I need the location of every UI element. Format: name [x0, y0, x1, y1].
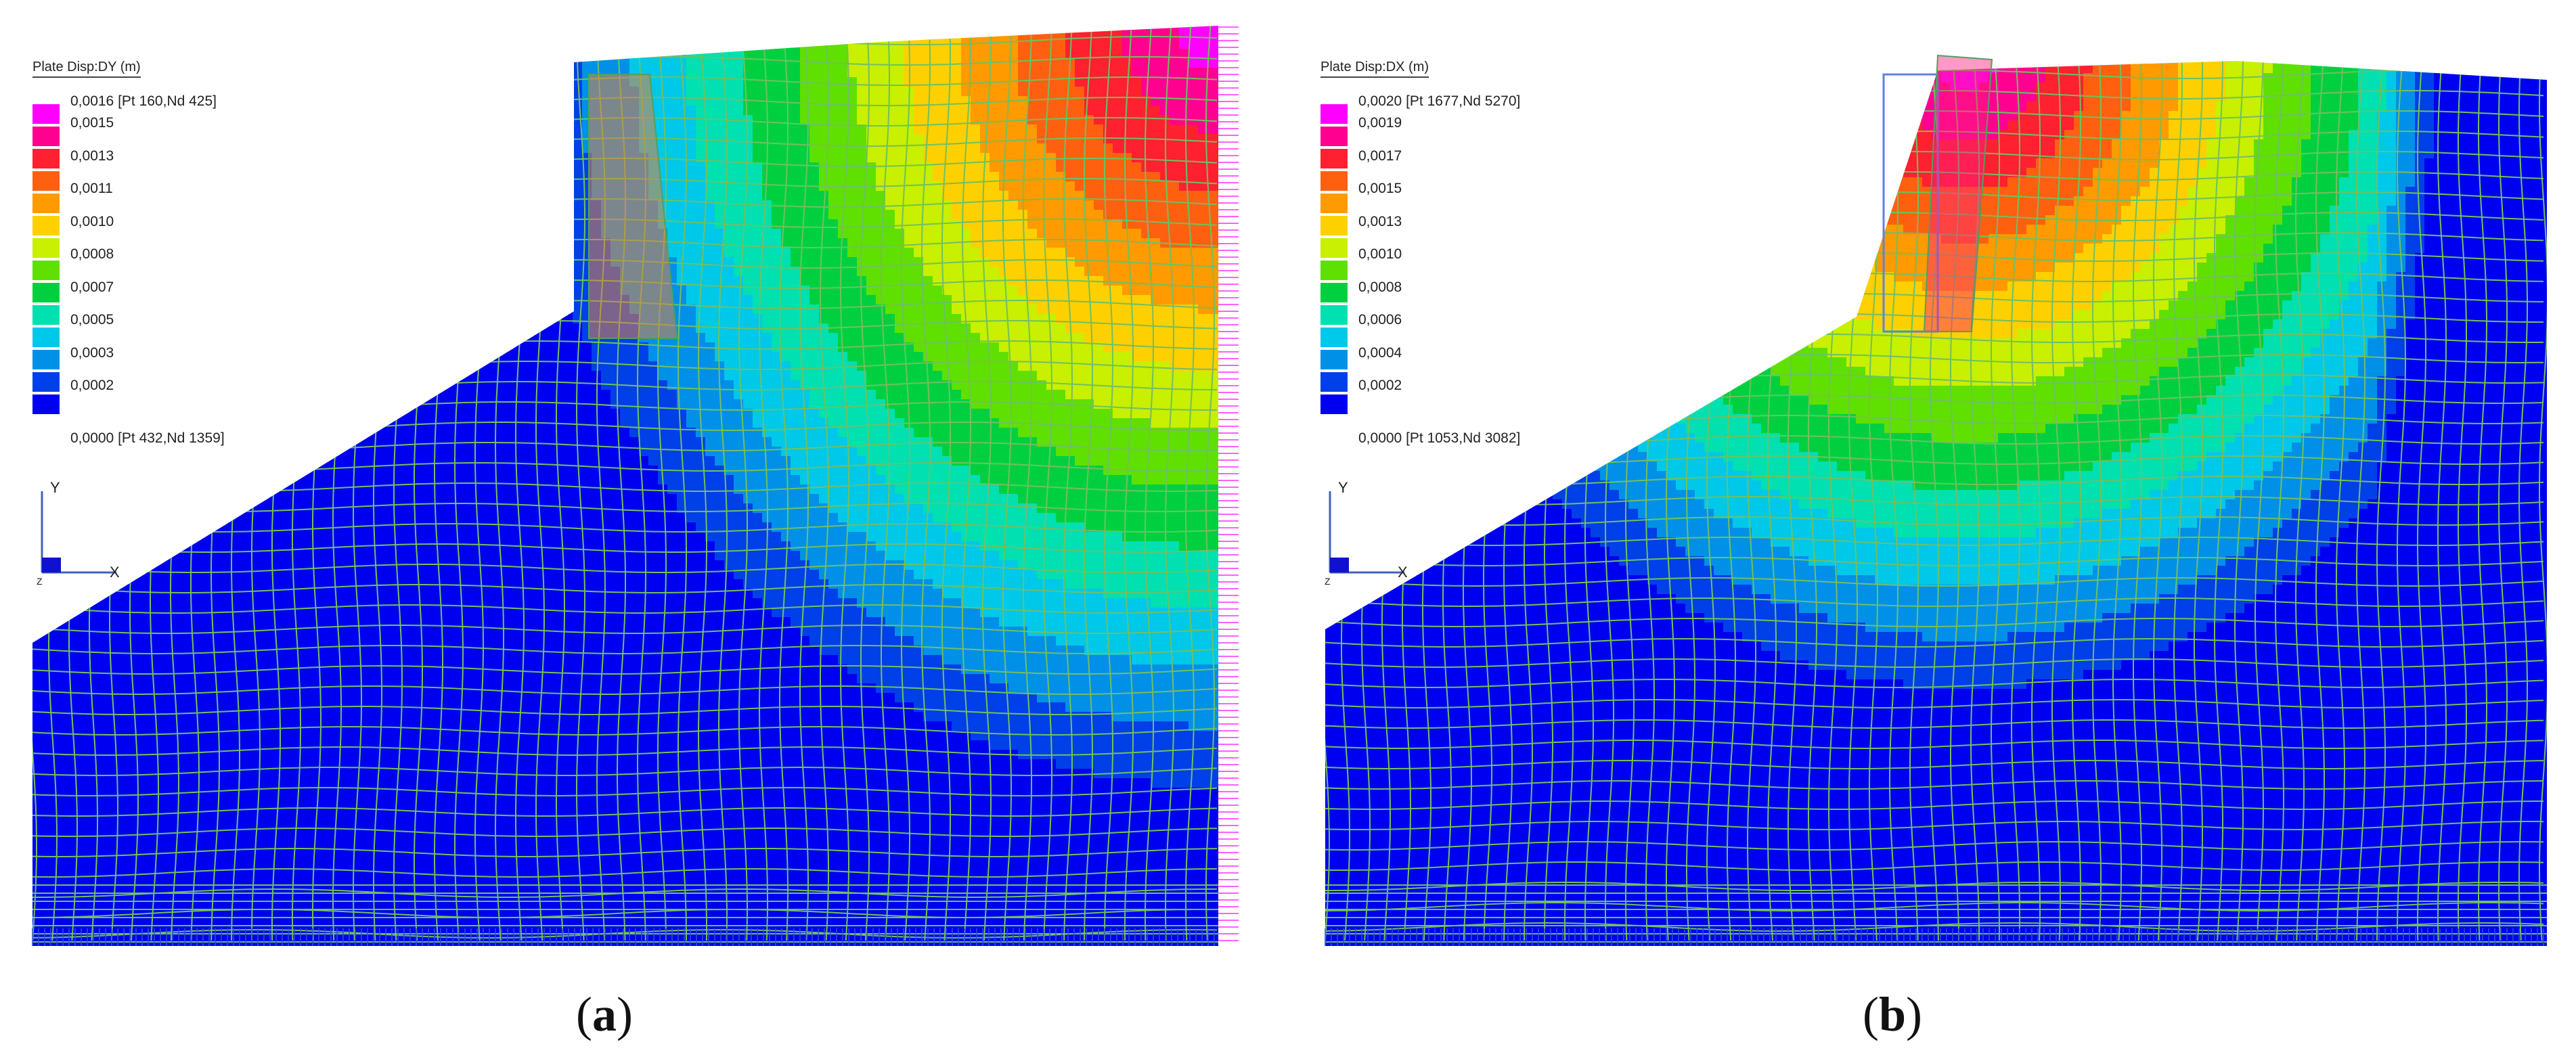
axis-indicator-a: Y X Z: [35, 478, 137, 587]
legend-value-label: 0,0008: [70, 246, 114, 263]
caption-a: (a): [537, 987, 672, 1043]
legend-value-label: 0,0015: [70, 115, 114, 131]
legend-value-label: 0,0002: [1358, 378, 1402, 394]
axis-indicator-b: Y X Z: [1323, 478, 1425, 587]
contour-plot-b: [1325, 54, 2547, 946]
legend-swatch: [1320, 194, 1348, 213]
legend-min-label: 0,0000 [Pt 432,Nd 1359]: [70, 430, 225, 447]
finite-element-mesh: [32, 26, 1218, 943]
legend-value-label: 0,0005: [70, 312, 114, 328]
axis-y-label: Y: [1338, 479, 1348, 496]
legend-value-label: 0,0007: [70, 279, 114, 296]
contour-plot-a: [32, 26, 1239, 946]
axis-x-label: X: [1398, 564, 1408, 581]
legend-swatch: [1320, 350, 1348, 369]
axis-x-label: X: [110, 564, 120, 581]
panel-a: Plate Disp:DY (m) 0,0016 [Pt 160,Nd 425]…: [32, 26, 1239, 1043]
legend-swatch: [1320, 171, 1348, 191]
legend-value-label: 0,0013: [1358, 214, 1402, 230]
legend-min-label: 0,0000 [Pt 1053,Nd 3082]: [1358, 430, 1520, 447]
legend-swatch: [1320, 372, 1348, 392]
legend-swatch: [1320, 328, 1348, 347]
legend-swatch: [1320, 394, 1348, 414]
legend-value-label: 0,0013: [70, 148, 114, 164]
legend-a: Plate Disp:DY (m) 0,0016 [Pt 160,Nd 425]…: [32, 60, 276, 446]
axis-y-label: Y: [50, 479, 60, 496]
legend-swatch: [32, 216, 60, 235]
legend-value-label: 0,0010: [1358, 246, 1402, 263]
legend-value-label: 0,0010: [70, 214, 114, 230]
legend-swatch: [1320, 149, 1348, 168]
legend-swatch: [32, 283, 60, 302]
legend-swatch: [32, 149, 60, 168]
legend-swatch: [1320, 216, 1348, 235]
legend-swatch: [32, 127, 60, 146]
axis-z-label: Z: [37, 576, 43, 586]
legend-swatch: [1320, 261, 1348, 280]
legend-swatch: [32, 305, 60, 325]
legend-swatch: [32, 328, 60, 347]
legend-max-label: 0,0016 [Pt 160,Nd 425]: [70, 93, 217, 110]
legend-swatch: [32, 104, 60, 124]
legend-value-label: 0,0019: [1358, 115, 1402, 131]
axis-z-label: Z: [1325, 576, 1331, 586]
legend-swatch: [1320, 283, 1348, 302]
legend-max-label: 0,0020 [Pt 1677,Nd 5270]: [1358, 93, 1520, 110]
legend-swatch: [1320, 104, 1348, 124]
legend-swatch: [32, 171, 60, 191]
legend-swatch: [1320, 127, 1348, 146]
legend-swatch: [32, 394, 60, 414]
legend-swatch: [32, 372, 60, 392]
footing-deformed-b: [1923, 54, 1993, 332]
legend-swatch: [1320, 305, 1348, 325]
legend-swatch: [32, 261, 60, 280]
legend-value-label: 0,0017: [1358, 148, 1402, 164]
legend-value-label: 0,0004: [1358, 345, 1402, 361]
caption-b: (b): [1825, 987, 1960, 1043]
legend-title: Plate Disp:DX (m): [1320, 60, 1429, 78]
legend-value-label: 0,0008: [1358, 279, 1402, 296]
legend-value-label: 0,0003: [70, 345, 114, 361]
legend-b: Plate Disp:DX (m) 0,0020 [Pt 1677,Nd 527…: [1320, 60, 1564, 446]
panel-b: Plate Disp:DX (m) 0,0020 [Pt 1677,Nd 527…: [1288, 0, 2576, 1061]
footing-a: [588, 74, 678, 339]
legend-swatch: [1320, 238, 1348, 258]
legend-swatch: [32, 350, 60, 369]
legend-swatch: [32, 238, 60, 258]
legend-value-label: 0,0002: [70, 378, 114, 394]
legend-value-label: 0,0015: [1358, 181, 1402, 197]
legend-title: Plate Disp:DY (m): [32, 60, 141, 78]
legend-value-label: 0,0011: [70, 181, 113, 197]
legend-value-label: 0,0006: [1358, 312, 1402, 328]
legend-swatch: [32, 194, 60, 213]
